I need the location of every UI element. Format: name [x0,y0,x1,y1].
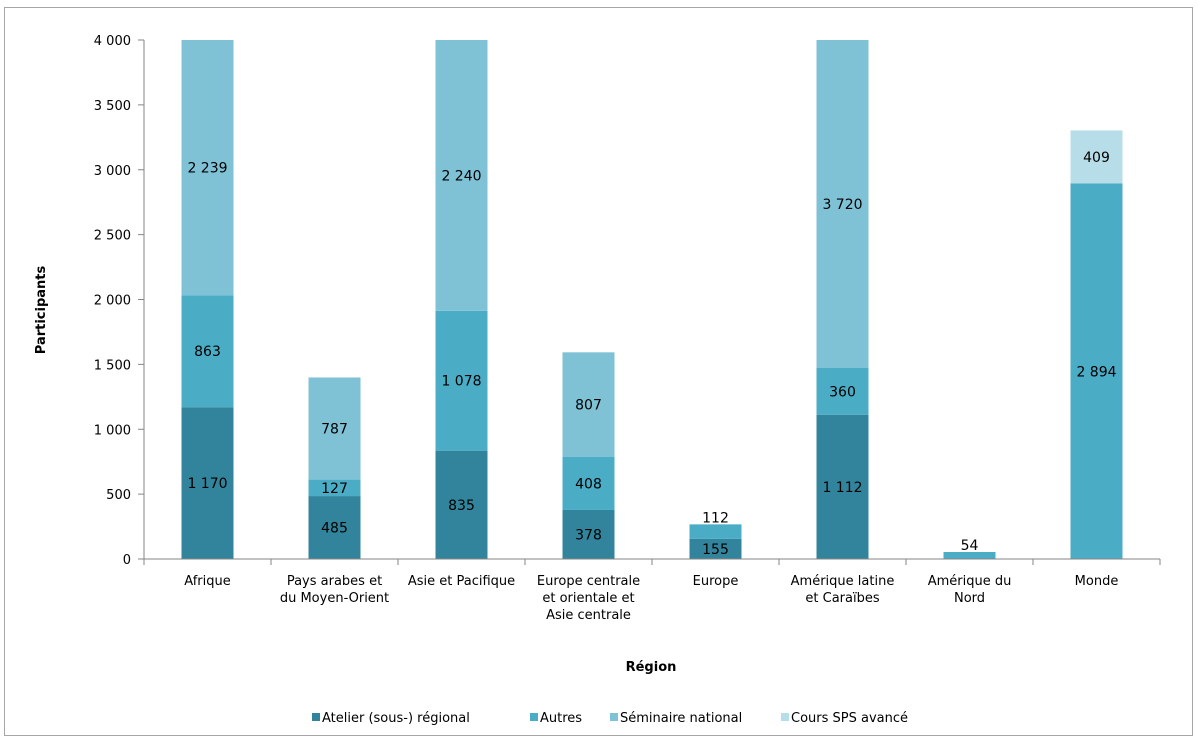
y-tick-label: 0 [123,553,131,568]
data-label: 378 [575,527,602,543]
y-tick-label: 3 000 [94,164,131,179]
data-label: 2 240 [441,168,481,184]
data-label: 787 [321,422,348,438]
x-tick-label: Amérique latine et Caraïbes [791,574,895,606]
bars-layer [181,40,1123,560]
legend-label: Séminaire national [620,711,742,726]
x-tick-label: Europe centrale et orientale et Asie centr… [537,574,640,623]
bar-segment [1070,183,1123,560]
bar-segment [435,40,488,311]
data-label: 835 [448,498,475,514]
chart-frame [4,7,1193,736]
legend: Atelier (sous-) régional Autres Séminaire … [312,711,908,726]
bar-segment [689,524,742,539]
legend-label: Atelier (sous-) régional [322,711,470,726]
bar-segment [308,496,361,559]
data-label: 360 [829,384,856,400]
y-tick-label: 500 [106,488,131,503]
legend-swatch [781,713,789,721]
bar-segment [562,457,615,510]
axes-layer: 0 500 1 000 1 500 2 000 2 500 3 000 3 500 4 000 A… [94,34,1161,623]
bar-segment [181,407,234,559]
data-label: 112 [702,510,729,526]
bar-segment [435,450,488,559]
data-label: 863 [194,344,221,360]
data-label: 1 078 [441,374,481,390]
bar-segment [562,509,615,559]
x-tick-label: Monde [1075,574,1119,589]
data-labels-layer: 1 170 863 2 239 485 127 787 835 1 078 2 240 378 40… [187,150,1116,558]
y-tick-label: 2 500 [94,229,131,244]
data-label: 807 [575,398,602,414]
legend-label: Autres [540,711,582,726]
bar-segment [181,295,234,408]
y-tick-label: 3 500 [94,99,131,114]
bar-segment [816,414,869,559]
data-label: 1 170 [187,476,227,492]
x-tick-label: Afrique [184,574,230,589]
y-axis-title: Participants [34,266,49,355]
bar-segment [562,352,615,458]
bar-segment [308,479,361,497]
data-label: 409 [1083,150,1110,166]
data-label: 485 [321,521,348,537]
data-label: 1 112 [822,480,862,496]
data-label: 408 [575,476,602,492]
data-label: 127 [321,481,348,497]
data-label: 54 [961,538,979,554]
bar-segment [816,368,869,415]
bar-segment [689,538,742,559]
bar-segment [1070,130,1123,184]
y-tick-label: 1 000 [94,423,131,438]
data-label: 3 720 [822,197,862,213]
bar-segment [435,310,488,451]
legend-label: Cours SPS avancé [791,711,908,726]
y-tick-label: 2 000 [94,294,131,309]
data-label: 155 [702,542,729,558]
x-tick-label: Amérique du Nord [928,574,1012,606]
x-tick-label: Pays arabes et du Moyen-Orient [280,574,389,606]
y-tick-label: 1 500 [94,358,131,373]
bar-segment [943,551,996,559]
x-tick-label: Asie et Pacifique [408,574,515,589]
bar-segment [308,377,361,480]
bar-segment [816,40,869,369]
x-tick-label: Europe [693,574,739,589]
legend-swatch [530,713,538,721]
legend-swatch [312,713,320,721]
data-label: 2 894 [1076,364,1116,380]
data-label: 2 239 [187,161,227,177]
y-tick-label: 4 000 [94,34,131,49]
x-axis-title: Région [626,660,677,675]
legend-swatch [610,713,618,721]
bar-segment [181,40,234,296]
